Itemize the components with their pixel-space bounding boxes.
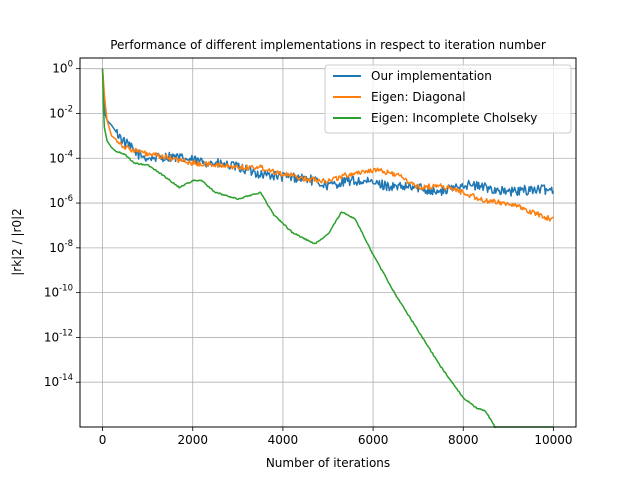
plot-lines: [101, 68, 555, 429]
x-tick-label: 8000: [448, 433, 479, 447]
plot-frame: [79, 57, 577, 428]
y-tick-label: 10-4: [49, 149, 73, 165]
axis-ticks: 0 2000 4000 6000 8000 10000 100 10-2 10-4 10-6 10-…: [44, 60, 573, 447]
x-tick-label: 10000: [534, 433, 572, 447]
y-tick-label: 10-2: [49, 104, 73, 120]
y-tick-label: 100: [52, 60, 73, 76]
legend-label-incomplete-cholesky: Eigen: Incomplete Cholseky: [371, 111, 537, 125]
legend-label-our-implementation: Our implementation: [371, 69, 492, 83]
x-tick-label: 6000: [358, 433, 389, 447]
x-tick-label: 4000: [268, 433, 299, 447]
x-tick-label: 2000: [177, 433, 208, 447]
y-axis-label: |rk|2 / |r0|2: [10, 208, 24, 276]
series-line: [101, 68, 554, 429]
y-tick-label: 10-12: [44, 328, 73, 344]
y-tick-label: 10-6: [49, 194, 73, 210]
y-tick-label: 10-14: [44, 373, 73, 389]
legend: Our implementation Eigen: Diagonal Eigen…: [324, 64, 572, 134]
y-tick-label: 10-8: [49, 239, 73, 255]
x-axis-label: Number of iterations: [266, 456, 390, 470]
chart-title: Performance of different implementations…: [110, 38, 546, 52]
legend-box: [324, 64, 572, 134]
y-tick-label: 10-10: [44, 284, 73, 300]
x-tick-label: 0: [99, 433, 107, 447]
series-line: [101, 68, 554, 222]
legend-label-eigen-diagonal: Eigen: Diagonal: [371, 90, 466, 104]
